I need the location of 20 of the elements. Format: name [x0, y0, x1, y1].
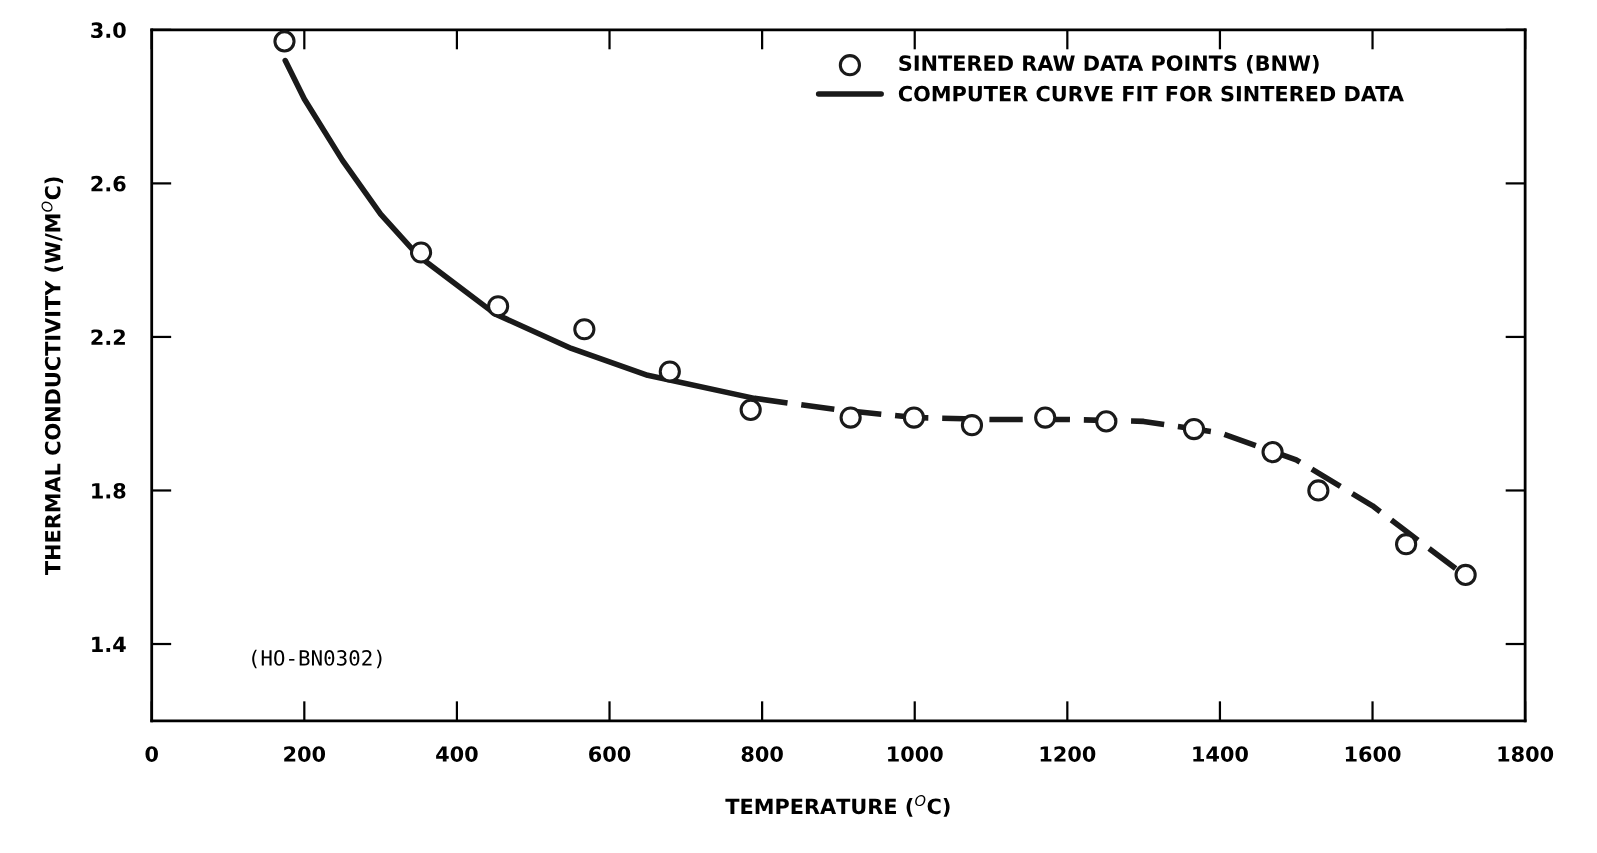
y-tick-label: 2.6 — [91, 175, 126, 192]
x-tick-label: 1400 — [1193, 746, 1248, 762]
y-axis-title: THERMAL CONDUCTIVITY (W/M$^{O}$C) — [41, 177, 64, 576]
x-tick-label: 400 — [436, 746, 478, 762]
y-tick-label: 1.4 — [92, 636, 126, 652]
x-axis-title: TEMPERATURE ($^{O}$C) — [725, 795, 950, 817]
y-tick-label: 2.2 — [91, 329, 125, 345]
x-tick-label: 1200 — [1040, 746, 1096, 762]
x-tick-label: 600 — [589, 746, 631, 762]
x-tick-label: 0 — [145, 746, 158, 762]
legend-label: SINTERED RAW DATA POINTS (BNW) — [899, 54, 1319, 74]
legend-label: COMPUTER CURVE FIT FOR SINTERED DATA — [898, 85, 1404, 102]
x-tick-label: 1600 — [1345, 746, 1401, 762]
y-tick-label: 3.0 — [91, 22, 126, 39]
annotation: (HO-BN0302) — [252, 649, 382, 669]
x-tick-label: 800 — [741, 746, 783, 762]
x-tick-label: 1800 — [1498, 746, 1554, 762]
y-tick-label: 1.8 — [92, 482, 126, 499]
x-tick-label: 200 — [284, 746, 326, 762]
x-tick-label: 1000 — [888, 746, 943, 762]
